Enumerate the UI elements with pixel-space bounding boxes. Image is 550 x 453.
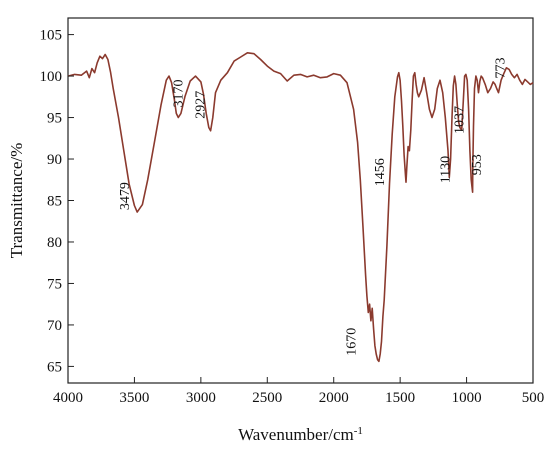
peak-label-text: 1670 <box>345 328 360 356</box>
x-tick-label: 2500 <box>252 390 282 406</box>
peak-label: 1456 <box>373 158 388 186</box>
peak-label-text: 3479 <box>118 182 133 210</box>
spectrum-series-line <box>67 52 534 363</box>
peak-label: 3479 <box>118 182 133 210</box>
y-tick-label: 75 <box>47 276 62 292</box>
peak-label: 773 <box>494 58 509 79</box>
peak-label: 1670 <box>345 328 360 356</box>
peak-label-layer: 3479 3170 2927 1670 1456 1130 1037 953 773 <box>118 58 509 356</box>
x-tick-label: 500 <box>522 390 545 406</box>
x-tick-label: 1500 <box>385 390 415 406</box>
x-axis-title: Wavenumber/cm-1 <box>238 425 363 444</box>
y-tick-label: 85 <box>47 194 62 210</box>
plot-frame <box>67 17 534 384</box>
y-tick-label: 65 <box>47 359 62 375</box>
plot-area-border <box>67 17 534 384</box>
axis-layer: 4000 3500 3000 2500 2000 1500 1000 500 65 70 75 80 8… <box>40 28 545 406</box>
x-tick-label: 3500 <box>119 390 149 406</box>
peak-label-text: 1456 <box>373 158 388 186</box>
y-tick-label: 90 <box>47 152 62 168</box>
y-tick-label: 105 <box>40 28 63 44</box>
peak-label: 3170 <box>171 80 186 108</box>
y-tick-label: 100 <box>40 69 63 85</box>
y-axis-title: Transmittance/% <box>7 143 26 259</box>
y-tick-label: 95 <box>47 111 62 127</box>
peak-label-text: 1037 <box>453 106 468 134</box>
y-tick-label: 70 <box>47 318 62 334</box>
peak-label: 953 <box>470 154 485 175</box>
x-tick-label: 1000 <box>452 390 482 406</box>
y-tick-label: 80 <box>47 235 62 251</box>
peak-label: 2927 <box>194 91 209 119</box>
x-axis-title-text: Wavenumber/cm <box>238 425 354 444</box>
peak-label-text: 773 <box>494 58 509 79</box>
x-tick-label: 3000 <box>186 390 216 406</box>
x-tick-label: 2000 <box>319 390 349 406</box>
spectrum-layer <box>67 52 534 363</box>
peak-label: 1130 <box>438 156 453 183</box>
peak-label-text: 2927 <box>194 91 209 119</box>
x-axis-title-superscript: -1 <box>354 425 363 437</box>
peak-label-text: 1130 <box>438 156 453 183</box>
peak-label-text: 3170 <box>171 80 186 108</box>
peak-label-text: 953 <box>470 154 485 175</box>
peak-label: 1037 <box>453 106 468 134</box>
x-tick-label: 4000 <box>53 390 83 406</box>
